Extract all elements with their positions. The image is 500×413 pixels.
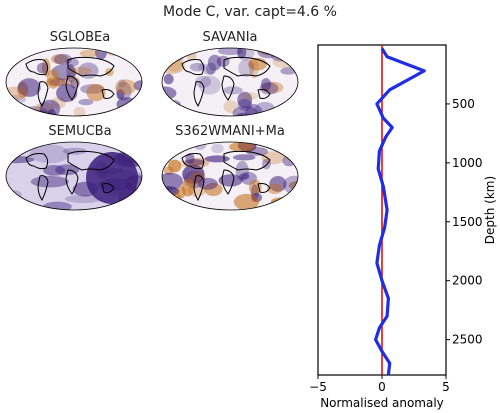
map-label-s362wmani: S362WMANI+Ma xyxy=(175,124,285,139)
map-label-semucba: SEMUCBa xyxy=(48,124,112,139)
tomography-map-semucba xyxy=(5,141,143,211)
y-tick-label: 1500 xyxy=(452,215,483,229)
tomography-map-s362wmani xyxy=(161,141,299,211)
x-tick-label: 0 xyxy=(378,380,386,394)
y-axis-label: Depth (km) xyxy=(483,176,497,244)
tomography-map-savania xyxy=(161,47,299,117)
tomography-map-sglobea xyxy=(5,47,143,117)
map-label-sglobea: SGLOBEa xyxy=(49,30,111,45)
x-tick-label: 5 xyxy=(442,380,450,394)
y-tick-label: 1000 xyxy=(452,156,483,170)
y-tick-label: 500 xyxy=(452,97,475,111)
series-line xyxy=(374,47,426,376)
map-label-savania: SAVANIa xyxy=(202,30,258,45)
y-tick-label: 2500 xyxy=(452,333,483,347)
x-axis-label: Normalised anomaly xyxy=(320,396,444,410)
chart-title: Mode C, var. capt=4.6 % xyxy=(163,4,337,20)
x-tick-label: −5 xyxy=(309,380,327,394)
y-tick-label: 2000 xyxy=(452,274,483,288)
